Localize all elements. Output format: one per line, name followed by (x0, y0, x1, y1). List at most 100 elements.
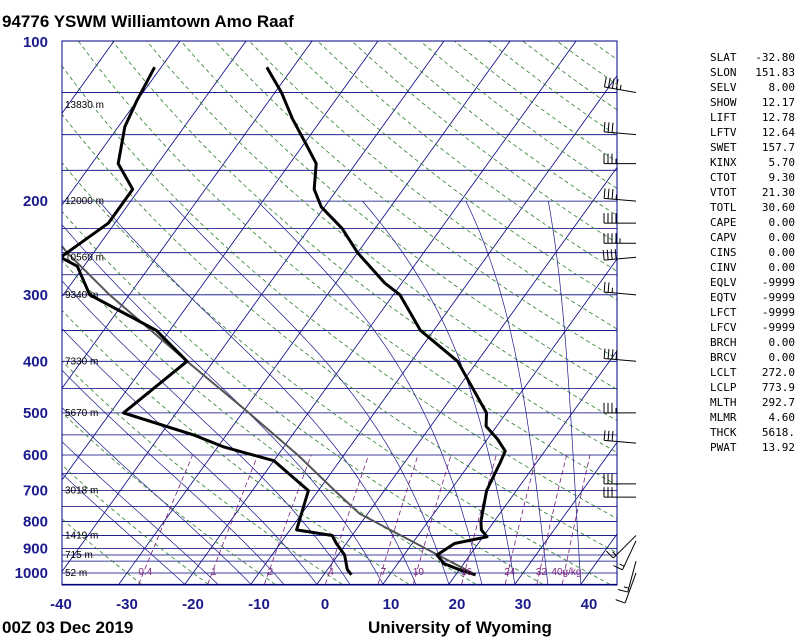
pressure-tick-label: 900 (23, 541, 48, 558)
wind-barb-staff (604, 439, 637, 444)
index-row: PWAT 13.92 (710, 440, 795, 455)
wind-barb-staff (622, 540, 637, 571)
wind-barb-flag (615, 349, 618, 360)
wind-barb (603, 213, 636, 224)
wind-barb (603, 153, 636, 165)
index-row: KINX 5.70 (710, 155, 795, 170)
wind-barb-flag (607, 430, 610, 441)
wind-barb-flag (603, 77, 607, 88)
wind-barb-flag (614, 249, 617, 260)
isotherm (62, 41, 115, 114)
moist-adiabat (62, 280, 351, 585)
temperature-tick-label: -30 (116, 596, 138, 613)
wind-barb-flag (607, 188, 610, 199)
index-row: SWET 157.7 (710, 140, 795, 155)
wind-barb-flag (610, 249, 613, 260)
pressure-tick-label: 700 (23, 483, 48, 500)
moist-adiabat (62, 407, 252, 585)
moist-adiabat (547, 201, 582, 585)
pressure-tick-label: 800 (23, 513, 48, 530)
index-name: MLMR (710, 411, 737, 424)
index-value: 12.78 (761, 111, 795, 124)
index-row: LCLT 272.0 (710, 365, 795, 380)
index-value: 4.60 (768, 411, 796, 424)
wind-barb-staff (604, 86, 637, 94)
index-row: BRCH 0.00 (710, 335, 795, 350)
index-value: 0.00 (768, 336, 796, 349)
wind-barb-flag (603, 430, 606, 441)
wind-barb (603, 282, 637, 296)
mixing-ratio-label: 4 (328, 567, 334, 578)
index-row: SLAT -32.80 (710, 50, 795, 65)
mixing-ratio-label: 7 (381, 567, 387, 578)
index-name: PWAT (710, 441, 737, 454)
index-row: CINV 0.00 (710, 260, 795, 275)
wind-barb-flag (603, 282, 606, 293)
dry-adiabat (214, 41, 617, 360)
height-label: 1419 m (65, 530, 98, 541)
wind-barb-flag (615, 599, 626, 604)
wind-barb-flag (617, 588, 628, 593)
index-row: SELV 8.00 (710, 80, 795, 95)
moist-adiabat (98, 200, 417, 585)
index-name: THCK (710, 426, 737, 439)
temperature-profile (265, 66, 507, 577)
dry-adiabat (249, 41, 617, 330)
wind-barb (603, 77, 637, 94)
wind-barb (603, 233, 636, 244)
moist-adiabat (62, 328, 318, 585)
index-value: 12.17 (761, 96, 795, 109)
wind-barb-half-flag (619, 84, 622, 90)
wind-barb (605, 535, 637, 559)
height-label: 7330 m (65, 356, 98, 367)
dry-adiabat (62, 210, 544, 585)
temperature-tick-label: 20 (449, 596, 466, 613)
index-row: LFTV 12.64 (710, 125, 795, 140)
wind-barbs (602, 77, 637, 604)
index-value: -32.80 (755, 51, 795, 64)
dry-adiabat (62, 412, 276, 585)
wind-barb (615, 572, 637, 604)
wind-barb-staff (604, 197, 637, 202)
index-value: 0.00 (768, 351, 796, 364)
wind-barb (603, 121, 637, 136)
wind-barb-flag (615, 79, 619, 90)
isotherm (62, 41, 247, 298)
wind-barb-flag (607, 348, 610, 359)
wind-barb-flag (611, 189, 614, 200)
temperature-tick-label: 0 (321, 596, 329, 613)
index-row: LFCT -9999 (710, 305, 795, 320)
index-value: 21.30 (761, 186, 795, 199)
height-label: 12000 m (65, 196, 104, 207)
dewpoint-profile (62, 66, 353, 576)
wind-barb-staff (604, 291, 637, 296)
index-row: LCLP 773.9 (710, 380, 795, 395)
height-label: 10560 m (65, 252, 104, 263)
footer-datetime: 00Z 03 Dec 2019 (2, 618, 133, 637)
index-value: -9999 (761, 321, 795, 334)
index-row: CTOT 9.30 (710, 170, 795, 185)
index-value: 8.00 (768, 81, 796, 94)
mixing-ratio-label: 40g/kg (551, 567, 581, 578)
dry-adiabat (62, 162, 611, 585)
mixing-ratio-label: 2 (268, 567, 274, 578)
wind-barb (603, 402, 636, 414)
index-value: 0.00 (768, 261, 796, 274)
temperature-tick-label: 40 (581, 596, 598, 613)
index-value: 13.92 (761, 441, 795, 454)
index-name: TOTL (710, 201, 737, 214)
index-name: SWET (710, 141, 737, 154)
mixing-ratio-label: 24 (504, 567, 516, 578)
index-name: EQTV (710, 291, 737, 304)
index-value: -9999 (761, 291, 795, 304)
isotherm (118, 41, 511, 585)
index-name: SLAT (710, 51, 737, 64)
moist-adiabat (168, 200, 450, 585)
dry-adiabat (180, 41, 617, 390)
wind-barb-staff (604, 358, 637, 362)
isotherm (382, 258, 617, 585)
index-name: SELV (710, 81, 737, 94)
index-value: 0.00 (768, 216, 796, 229)
wind-barb-half-flag (619, 563, 625, 567)
